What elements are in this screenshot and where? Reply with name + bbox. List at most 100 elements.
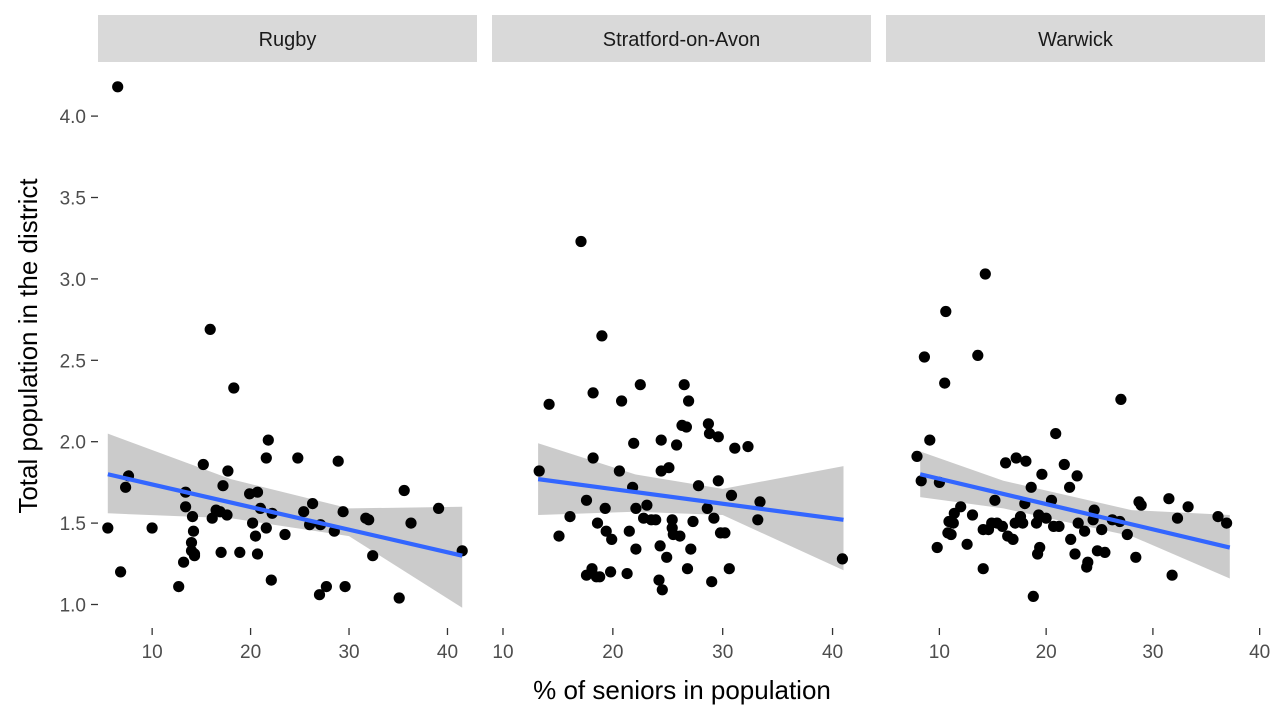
data-point: [251, 548, 264, 560]
data-point: [752, 514, 764, 526]
data-point: [692, 480, 705, 492]
y-tick-label: 1.5: [60, 514, 86, 535]
facet-panel: Rugby 10 20 30 40: [98, 15, 477, 663]
data-point: [656, 584, 668, 596]
data-point: [120, 481, 132, 493]
data-point: [234, 546, 246, 559]
data-point: [977, 563, 989, 575]
data-point: [630, 502, 642, 514]
data-point: [961, 538, 973, 550]
data-point: [1017, 517, 1029, 529]
data-point: [1036, 468, 1048, 480]
data-point: [320, 581, 332, 593]
data-point: [681, 563, 694, 575]
data-point: [1034, 541, 1046, 554]
data-point: [1182, 501, 1194, 513]
data-point: [599, 502, 611, 514]
data-point: [367, 550, 379, 562]
facet-strip: [886, 15, 1265, 62]
data-point: [265, 574, 277, 586]
data-point: [1071, 470, 1083, 482]
data-point: [580, 494, 593, 506]
data-point: [313, 589, 326, 601]
data-point: [1115, 393, 1127, 405]
data-point: [1069, 548, 1081, 560]
data-point: [836, 553, 849, 565]
data-point: [966, 509, 979, 521]
data-point: [650, 514, 662, 526]
data-point: [613, 465, 626, 477]
data-point: [924, 434, 936, 446]
x-tick-label: 30: [1142, 642, 1163, 663]
data-point: [754, 496, 766, 508]
data-point: [703, 428, 716, 440]
x-axis-title: % of seniors in population: [533, 675, 831, 705]
data-point: [1064, 481, 1076, 493]
data-point: [680, 421, 693, 433]
x-tick-label: 10: [492, 642, 513, 663]
y-tick-label: 4.0: [60, 107, 86, 128]
data-point: [587, 387, 599, 399]
data-point: [146, 522, 158, 534]
data-point: [249, 530, 262, 542]
y-tick-label: 3.5: [60, 189, 86, 210]
data-point: [671, 439, 683, 451]
data-point: [1121, 528, 1133, 541]
data-point: [989, 494, 1001, 506]
facet-strip: [492, 15, 871, 62]
data-point: [298, 506, 310, 518]
data-point: [587, 452, 599, 464]
data-point: [630, 543, 642, 555]
data-point: [1082, 556, 1094, 568]
data-point: [712, 431, 724, 443]
data-point: [1212, 510, 1224, 523]
data-point: [634, 379, 646, 391]
data-point: [628, 437, 640, 449]
data-point: [687, 515, 699, 528]
data-point: [1130, 551, 1142, 563]
data-point: [1163, 493, 1175, 505]
y-axis-title: Total population in the district: [13, 178, 43, 514]
facet-panel: Warwick 10 20 30 40: [886, 15, 1270, 663]
data-point: [712, 475, 724, 487]
facet-title: Stratford-on-Avon: [603, 29, 761, 51]
y-tick-label: 1.0: [60, 596, 86, 617]
data-point: [178, 556, 190, 568]
data-point: [641, 499, 653, 511]
data-point: [945, 528, 957, 541]
data-point: [260, 452, 272, 464]
data-point: [1007, 533, 1019, 546]
y-tick-label: 2.5: [60, 351, 86, 372]
facet-panel: Stratford-on-Avon 10 20 30 40: [492, 15, 871, 663]
data-point: [606, 533, 618, 546]
data-point: [719, 527, 731, 539]
confidence-band: [538, 443, 844, 571]
data-point: [398, 484, 410, 497]
data-point: [940, 305, 952, 318]
data-point: [725, 489, 738, 501]
facet-strip: [98, 15, 477, 62]
fit-line: [107, 472, 463, 558]
data-point: [972, 349, 984, 361]
data-point: [1053, 520, 1065, 533]
data-point: [1027, 590, 1039, 603]
data-point: [307, 498, 319, 510]
data-point: [433, 502, 445, 514]
x-tick-label: 40: [822, 642, 843, 663]
data-point: [260, 522, 272, 534]
data-point: [666, 514, 678, 526]
data-point: [947, 517, 959, 529]
data-point: [911, 450, 923, 462]
data-point: [678, 379, 690, 391]
data-point: [955, 501, 967, 513]
data-point: [217, 480, 229, 492]
x-tick-label: 40: [1249, 642, 1270, 663]
data-point: [339, 581, 351, 593]
x-tick-label: 10: [142, 642, 163, 663]
data-point: [188, 548, 201, 560]
data-point: [683, 395, 695, 407]
data-point: [661, 551, 673, 563]
data-point: [363, 514, 375, 526]
data-point: [918, 351, 931, 363]
